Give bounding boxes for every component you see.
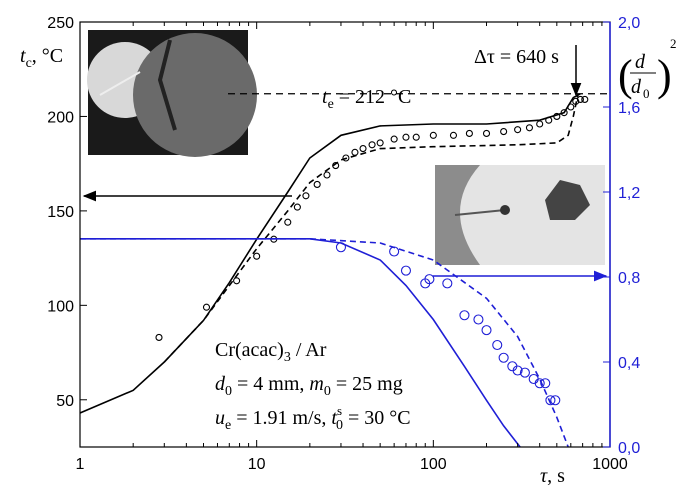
data-point (528, 373, 539, 385)
series-line (79, 93, 581, 414)
data-point (465, 129, 473, 137)
svg-text:): ) (657, 51, 672, 100)
data-point (519, 367, 530, 378)
y2-tick-label: 1,6 (618, 100, 640, 117)
data-point (545, 116, 553, 124)
data-point (442, 278, 453, 289)
data-point (572, 97, 580, 105)
y2-tick-label: 0,8 (618, 270, 640, 287)
svg-text:d: d (635, 51, 646, 73)
data-point (540, 378, 551, 389)
x-axis-label: τ, s (540, 465, 565, 487)
data-point (512, 365, 523, 376)
y2-tick-label: 2,0 (618, 15, 640, 32)
data-point (323, 171, 331, 179)
svg-text:0: 0 (643, 86, 650, 101)
data-point (545, 395, 556, 406)
y-tick-label: 100 (47, 298, 74, 315)
data-point (567, 103, 575, 111)
data-point (390, 135, 398, 143)
x-tick-label: 10 (248, 456, 266, 473)
data-point (473, 314, 484, 325)
data-point (332, 162, 340, 170)
y2-tick-label: 1,2 (618, 185, 640, 202)
data-point (253, 252, 261, 260)
data-point (576, 95, 584, 103)
data-point (536, 120, 544, 128)
y2-axis-label: ( d d 0 ) 2 (618, 36, 677, 101)
data-point (368, 141, 376, 149)
data-point (402, 133, 410, 141)
annotation: ue = 1.91 m/s, ts 0 = 30 °C (215, 403, 411, 433)
data-point (155, 333, 163, 341)
data-point (335, 242, 347, 253)
y-tick-label: 250 (47, 15, 74, 32)
data-point (500, 128, 508, 136)
data-point (581, 95, 589, 103)
series-line (163, 93, 579, 363)
data-point (482, 129, 491, 137)
photo-left (87, 30, 257, 157)
data-point (412, 133, 420, 141)
data-point (498, 352, 509, 363)
data-point (534, 378, 545, 389)
data-point (525, 124, 534, 132)
svg-text:d: d (631, 76, 642, 98)
data-point (492, 339, 503, 351)
photo-right (435, 165, 605, 265)
annotation: Δτ = 640 s (474, 46, 559, 68)
svg-text:2: 2 (670, 36, 677, 51)
data-point (359, 145, 367, 153)
data-point (429, 131, 437, 139)
data-point (424, 274, 435, 285)
data-point (302, 192, 310, 200)
data-point (342, 154, 350, 162)
data-point (514, 126, 522, 134)
y2-tick-label: 0,0 (618, 440, 640, 457)
svg-text:(: ( (618, 51, 633, 100)
y-tick-label: 150 (47, 204, 74, 221)
y-tick-label: 200 (47, 109, 74, 126)
data-point (481, 325, 492, 336)
reference-label: te = 212 °C (322, 86, 411, 112)
y2-tick-label: 0,4 (618, 355, 640, 372)
x-tick-label: 1000 (592, 456, 628, 473)
y-axis-label: tc, °C (20, 45, 63, 71)
y-tick-label: 50 (56, 393, 74, 410)
data-point (284, 218, 292, 226)
data-point (449, 131, 458, 139)
data-point (550, 395, 561, 406)
plot-area (79, 93, 610, 448)
annotation: d0 = 4 mm, m0 = 25 mg (215, 373, 403, 399)
data-point (400, 265, 412, 276)
data-point (459, 310, 470, 321)
data-point (293, 203, 301, 211)
series-line (80, 238, 569, 448)
data-point (553, 112, 561, 120)
data-point (376, 139, 384, 147)
annotation: Cr(acac)3 / Ar (215, 339, 327, 365)
data-point (389, 246, 400, 257)
data-point (202, 303, 211, 311)
data-point (560, 109, 568, 117)
x-tick-label: 100 (420, 456, 447, 473)
data-point (313, 180, 321, 188)
data-point (233, 277, 241, 285)
x-tick-label: 1 (76, 456, 85, 473)
data-point (351, 148, 359, 156)
